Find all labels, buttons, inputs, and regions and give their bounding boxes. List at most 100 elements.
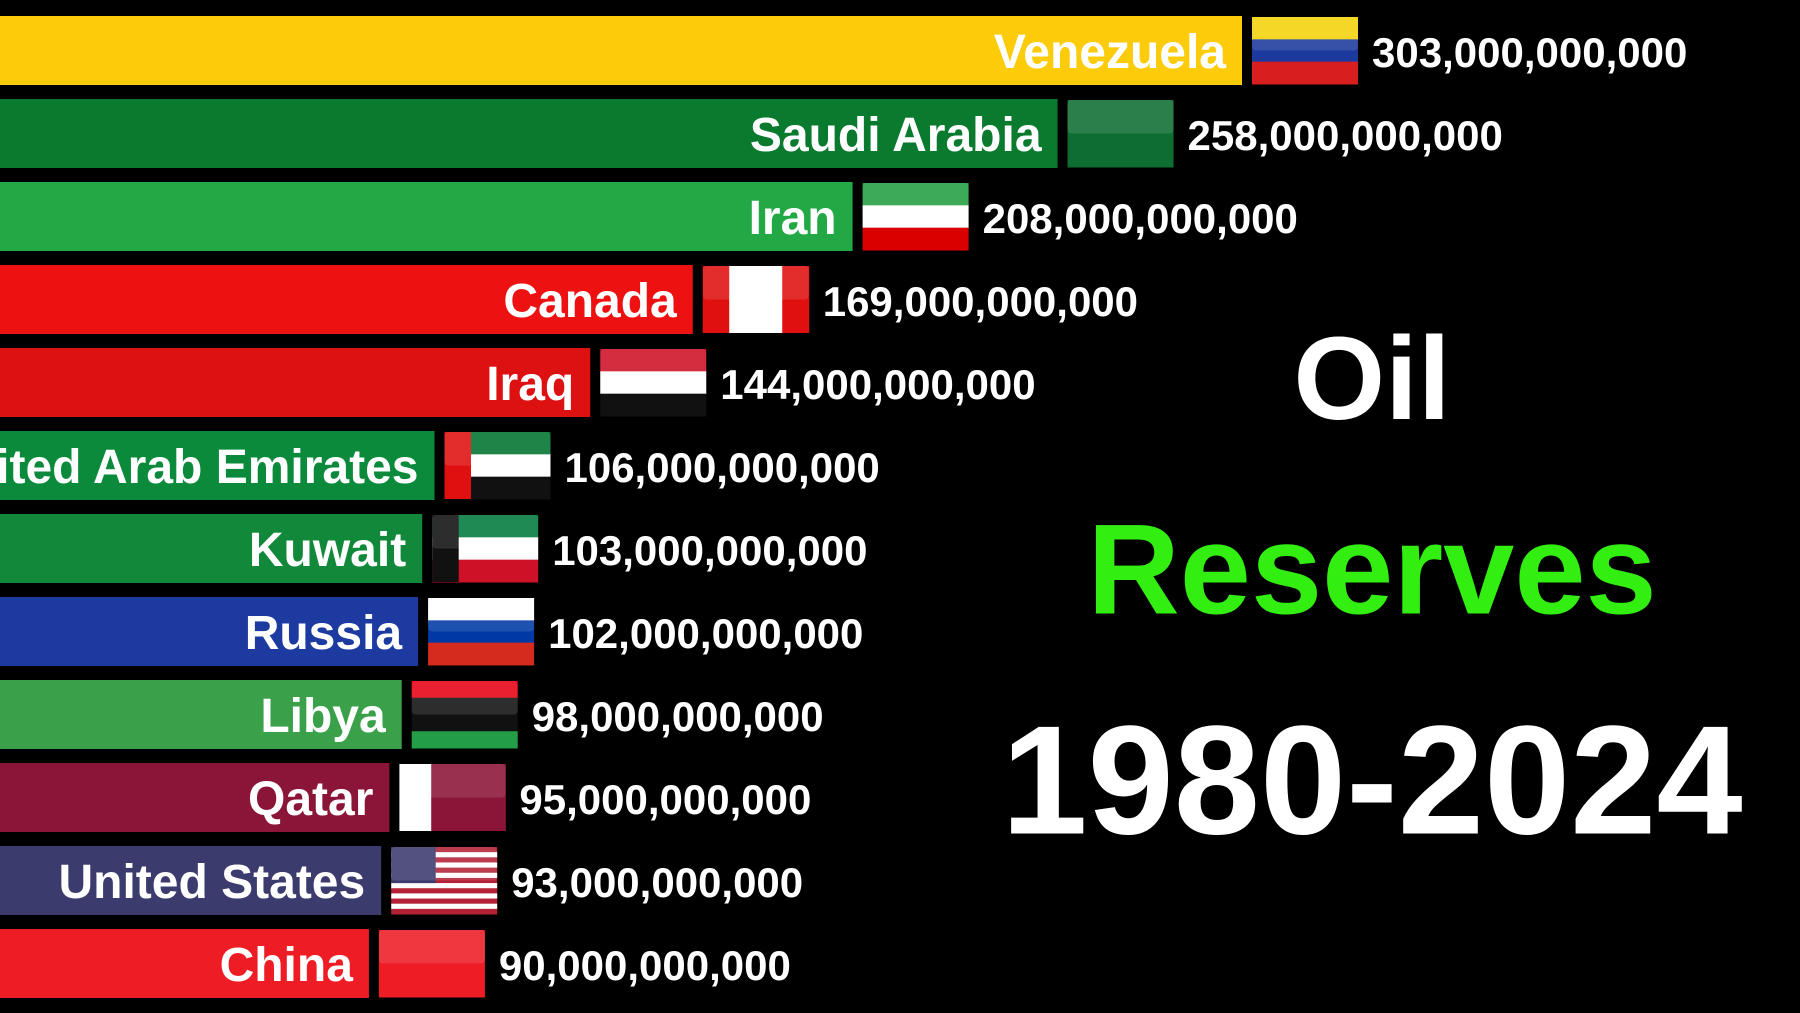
value-label: 102,000,000,000 (548, 610, 863, 657)
flag-stripe (391, 903, 498, 910)
flag-shine (432, 515, 539, 549)
flag-stripe (391, 852, 498, 858)
category-label: Venezuela (994, 26, 1226, 79)
flag-stripe (391, 867, 498, 874)
flag-stripe (411, 731, 518, 749)
bar (0, 846, 382, 915)
bar (0, 16, 1242, 85)
flag (600, 349, 707, 417)
category-label: Kuwait (249, 524, 406, 577)
flag-shine (428, 598, 535, 632)
flag-stripe (391, 877, 498, 884)
flag-stripe (411, 681, 518, 699)
bar (0, 265, 693, 334)
flag-shine (1067, 100, 1174, 134)
flag-stripe (428, 642, 535, 666)
flag-stripe (1252, 17, 1358, 40)
value-label: 208,000,000,000 (983, 195, 1298, 242)
value-label: 303,000,000,000 (1372, 29, 1687, 76)
flag (702, 266, 810, 333)
category-label: Iran (749, 192, 837, 245)
flag-stripe (431, 764, 506, 831)
category-label: Iraq (486, 358, 574, 411)
bar (0, 680, 402, 749)
value-label: 258,000,000,000 (1188, 112, 1503, 159)
bar (0, 431, 435, 500)
category-label: Qatar (248, 773, 373, 826)
category-label: Canada (503, 275, 677, 328)
flag-stripe (428, 620, 535, 644)
flag (378, 930, 485, 998)
flag-stripe (862, 205, 969, 229)
flag-stripe (702, 266, 730, 333)
flag-stripe (862, 227, 969, 251)
category-label: Russia (245, 607, 403, 660)
flag-stripe (411, 697, 518, 732)
flag (411, 681, 518, 749)
flag (1252, 17, 1358, 85)
bar (0, 514, 423, 583)
flag (432, 515, 539, 583)
flag-stripe (862, 183, 969, 206)
flag-stripe (600, 393, 707, 417)
category-label: Libya (260, 690, 386, 743)
flag-shine (702, 266, 809, 300)
flag-stripe (1252, 39, 1358, 63)
bar (0, 597, 419, 666)
flag-canton (391, 847, 436, 884)
category-label: United States (58, 856, 365, 909)
flag-band (432, 515, 459, 582)
value-label: 144,000,000,000 (720, 361, 1035, 408)
flag-stripe (1252, 61, 1358, 85)
flag-shine (444, 432, 551, 466)
flag-band (444, 432, 471, 499)
flag-stripe (391, 857, 498, 863)
flag-stripe (600, 371, 707, 395)
value-label: 90,000,000,000 (499, 942, 791, 989)
bar (0, 182, 853, 251)
flag (444, 432, 551, 500)
bar (0, 929, 369, 998)
flag-shine (1252, 17, 1358, 51)
bar (0, 348, 591, 417)
category-label: United Arab Emirates (0, 441, 418, 494)
flag-shine (600, 349, 707, 383)
flag-shine (862, 183, 969, 217)
flag-shine (411, 681, 518, 715)
value-label: 98,000,000,000 (532, 693, 824, 740)
chart-title: 1980-2024 (1001, 694, 1742, 867)
bar (0, 99, 1058, 168)
category-label: Saudi Arabia (750, 109, 1042, 162)
chart-title: Reserves (1087, 499, 1656, 642)
flag-stripe (1067, 100, 1174, 168)
bar (0, 763, 390, 832)
flag-shine (391, 847, 498, 881)
chart-title: Oil (1293, 313, 1450, 445)
flag (862, 183, 969, 251)
flag-stripe (391, 898, 498, 905)
flag-stripe (782, 266, 810, 333)
value-label: 93,000,000,000 (511, 859, 803, 906)
flag (399, 764, 506, 831)
flag-stripe (391, 872, 498, 879)
category-label: China (220, 939, 354, 992)
flag-stripe (391, 893, 498, 900)
value-label: 95,000,000,000 (519, 776, 811, 823)
flag-stripe (391, 888, 498, 894)
flag-stripe (600, 349, 707, 372)
flag-stripe (391, 908, 498, 915)
value-label: 106,000,000,000 (564, 444, 879, 491)
flag-shine (399, 764, 506, 798)
value-label: 103,000,000,000 (552, 527, 867, 574)
flag-stripe (391, 883, 498, 889)
flag-stripe (391, 862, 498, 869)
flag-stripe (729, 266, 783, 333)
flag (1067, 100, 1174, 168)
flag-stripe (391, 847, 498, 853)
flag-stripe (428, 598, 535, 621)
value-label: 169,000,000,000 (823, 278, 1138, 325)
flag-stripe (378, 930, 485, 998)
